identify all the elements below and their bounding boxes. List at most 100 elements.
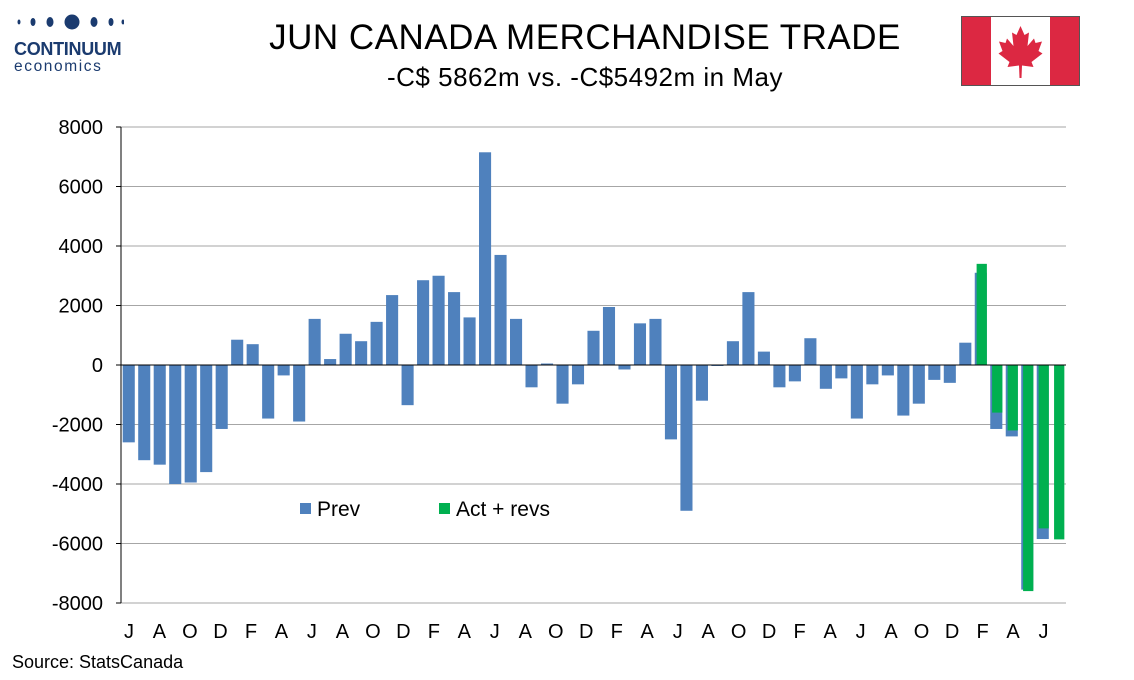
bar-prev (664, 365, 678, 440)
bars (122, 152, 1065, 592)
bar-prev (370, 321, 383, 365)
x-tick-label: A (519, 621, 533, 643)
legend-act-label: Act + revs (456, 498, 550, 521)
bar-prev (866, 365, 879, 385)
x-tick-label: A (823, 621, 837, 643)
bar-prev (680, 365, 693, 511)
bar-act (976, 263, 987, 365)
x-tick-label: F (245, 621, 257, 643)
x-tick-label: A (641, 621, 655, 643)
bar-prev (742, 292, 755, 365)
legend-prev-label: Prev (317, 498, 361, 521)
bar-prev (757, 351, 770, 365)
y-tick-label: -2000 (52, 415, 103, 437)
y-tick-label: -4000 (52, 474, 103, 496)
x-tick-label: O (731, 621, 747, 643)
x-tick-label: F (428, 621, 440, 643)
bar-prev (262, 365, 275, 419)
logo-dots-icon (17, 14, 125, 30)
bar-prev (231, 339, 244, 365)
bar-prev (912, 365, 925, 404)
y-tick-label: 6000 (59, 177, 104, 199)
bar-prev (602, 306, 616, 365)
y-tick-label: 4000 (59, 236, 104, 258)
y-tick-label: -6000 (52, 534, 103, 556)
bar-prev (540, 363, 554, 365)
bar-prev (804, 338, 817, 365)
bar-prev (509, 318, 523, 365)
grid-lines (121, 126, 1066, 604)
bar-prev (432, 275, 445, 365)
bar-act (1023, 365, 1034, 592)
bar-prev (448, 292, 461, 365)
bar-prev (417, 280, 430, 365)
bar-prev (463, 317, 476, 365)
y-axis-ticks: 8000 6000 4000 2000 0 -2000 -4000 -6000 -8000 (52, 117, 121, 615)
x-tick-label: F (976, 621, 988, 643)
bar-prev (277, 365, 290, 376)
x-tick-label: J (307, 621, 317, 643)
bar-prev (386, 295, 399, 365)
x-tick-label: D (579, 621, 593, 643)
bar-prev (215, 365, 228, 429)
legend-act-swatch (439, 503, 450, 514)
bar-prev (726, 341, 739, 365)
bar-prev (850, 365, 863, 419)
bar-prev (788, 365, 801, 382)
bar-prev (556, 365, 569, 404)
bar-prev (184, 365, 197, 483)
x-tick-label: A (884, 621, 898, 643)
x-tick-label: J (856, 621, 866, 643)
legend: Prev Act + revs (300, 498, 550, 521)
bar-prev (246, 344, 259, 365)
bar-prev (928, 365, 941, 380)
x-tick-label: J (490, 621, 500, 643)
bar-prev (943, 365, 956, 383)
x-tick-label: D (396, 621, 410, 643)
x-tick-label: A (1006, 621, 1020, 643)
x-tick-label: A (336, 621, 350, 643)
logo-name: CONTINUUM (14, 39, 122, 59)
bar-prev (959, 342, 972, 365)
x-tick-label: A (702, 621, 716, 643)
x-tick-label: F (611, 621, 623, 643)
bar-prev (169, 365, 182, 484)
x-tick-label: F (794, 621, 806, 643)
y-tick-label: 2000 (59, 296, 104, 318)
bar-prev (835, 365, 848, 379)
bar-prev (649, 318, 662, 365)
bar-prev (897, 365, 910, 416)
x-tick-label: J (1039, 621, 1049, 643)
bar-act (992, 365, 1003, 413)
bar-prev (525, 365, 538, 388)
x-tick-label: D (762, 621, 776, 643)
bar-prev (339, 333, 352, 365)
bar-prev (324, 359, 337, 365)
x-tick-label: A (458, 621, 472, 643)
bar-prev (153, 365, 166, 465)
y-tick-label: 8000 (59, 117, 104, 139)
bar-prev (122, 365, 135, 443)
chart-title: JUN CANADA MERCHANDISE TRADE (269, 18, 901, 57)
x-tick-label: O (548, 621, 564, 643)
x-tick-label: A (275, 621, 289, 643)
bar-prev (494, 254, 507, 365)
bar-prev (819, 365, 832, 389)
legend-prev-swatch (300, 503, 311, 514)
continuum-logo: CONTINUUM economics (14, 14, 134, 76)
x-tick-label: D (213, 621, 227, 643)
logo-subtitle: economics (14, 58, 103, 75)
bar-prev (773, 365, 786, 388)
bar-prev (633, 323, 647, 365)
x-tick-label: D (945, 621, 959, 643)
bar-prev (587, 330, 600, 365)
bar-prev (200, 365, 213, 473)
x-tick-label: J (124, 621, 134, 643)
bar-prev (293, 365, 306, 422)
bar-act (1007, 365, 1018, 431)
x-tick-label: J (673, 621, 683, 643)
x-tick-label: O (182, 621, 198, 643)
chart-subtitle: -C$ 5862m vs. -C$5492m in May (387, 62, 783, 92)
